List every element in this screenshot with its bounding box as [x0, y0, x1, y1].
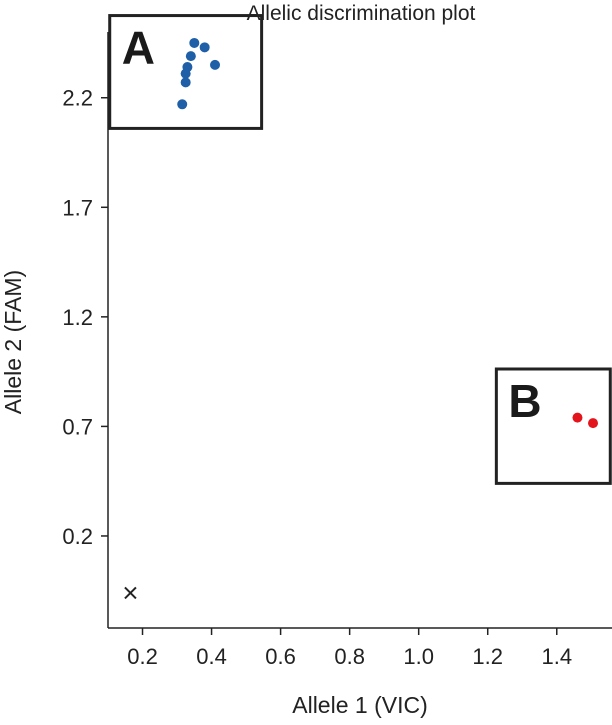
- chart-title: Allelic discrimination plot: [247, 2, 476, 25]
- annotation-layer: AB: [108, 14, 612, 485]
- data-point: [210, 59, 221, 70]
- x-marker-stroke: [124, 586, 137, 600]
- data-point: [199, 42, 210, 53]
- data-point: [185, 51, 196, 62]
- x-tick-label: 0.2: [127, 644, 158, 669]
- x-tick-label: 0.4: [196, 644, 227, 669]
- cluster-label-a: A: [122, 22, 155, 74]
- x-tick-label: 1.4: [541, 644, 572, 669]
- x-tick-label: 0.8: [334, 644, 365, 669]
- x-tick-label: 1.0: [403, 644, 434, 669]
- data-point: [177, 99, 188, 110]
- x-tick-label: 1.2: [472, 644, 503, 669]
- x-tick-label: 0.6: [265, 644, 296, 669]
- data-point: [180, 68, 191, 79]
- y-tick-label: 2.2: [62, 86, 93, 111]
- cluster-box-b: [494, 367, 612, 485]
- data-point: [189, 37, 200, 48]
- y-axis-label: Allele 2 (FAM): [0, 270, 26, 414]
- y-tick-label: 1.7: [62, 195, 93, 220]
- y-tick-label: 0.2: [62, 524, 93, 549]
- data-point: [588, 418, 599, 429]
- x-axis-label: Allele 1 (VIC): [292, 692, 427, 718]
- data-point: [180, 77, 191, 88]
- no-call-x-marker: [124, 586, 137, 600]
- y-tick-label: 0.7: [62, 414, 93, 439]
- cluster-label-b: B: [508, 375, 541, 427]
- data-point: [572, 412, 583, 423]
- axes: 0.2 0.4 0.6 0.8 1.0 1.2 1.4 0.2 0.7 1.2 1.7 2.2: [62, 32, 612, 669]
- cluster-box-a: [108, 14, 264, 130]
- y-tick-label: 1.2: [62, 305, 93, 330]
- points-layer: [124, 37, 599, 600]
